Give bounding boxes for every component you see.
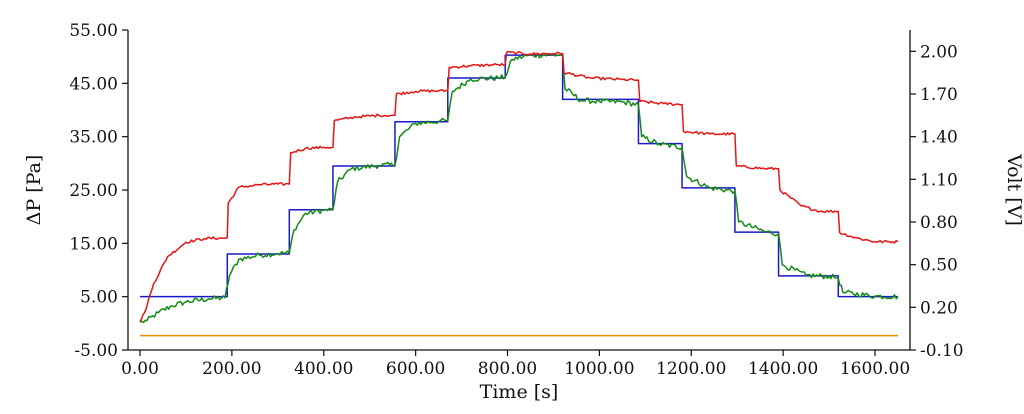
x-tick-label: 800.00 [478,359,537,379]
right-axis-title: Volt [V] [1003,153,1024,226]
ticks-layer: 0.00 200.00 400.00 600.00 800.00 1000.00 1200.… [69,21,963,379]
series-layer [139,50,899,337]
y-left-tick-label: -5.00 [74,341,118,361]
y-right-tick-label: 1.70 [920,85,958,105]
y-right-tick-label: 1.40 [920,128,958,148]
y-left-tick-label: 35.00 [69,128,118,148]
y-right-tick-label: 0.20 [920,298,958,318]
x-tick-label: 200.00 [202,359,261,379]
y-left-tick-label: 15.00 [69,234,118,254]
x-tick-label: 400.00 [294,359,353,379]
series-line-1 [140,54,898,298]
y-left-tick-label: 55.00 [69,21,118,41]
y-right-tick-label: 1.10 [920,170,958,190]
left-axis-title: ΔP [Pa] [23,155,45,226]
x-axis-title: Time [s] [480,381,559,403]
x-tick-label: 600.00 [386,359,445,379]
y-right-tick-label: 0.80 [920,213,958,233]
series-line-2 [139,52,899,324]
y-right-tick-label: 2.00 [920,42,958,62]
y-left-tick-label: 25.00 [69,181,118,201]
x-tick-label: 1600.00 [840,359,910,379]
y-right-tick-label: 0.50 [920,256,958,276]
y-left-tick-label: 45.00 [69,74,118,94]
series-line-3 [139,50,899,323]
y-right-tick-label: -0.10 [920,341,964,361]
x-tick-label: 0.00 [121,359,159,379]
x-tick-label: 1000.00 [564,359,634,379]
axes-layer [127,30,911,351]
y-left-tick-label: 5.00 [80,288,118,308]
x-tick-label: 1200.00 [656,359,726,379]
x-tick-label: 1400.00 [748,359,818,379]
